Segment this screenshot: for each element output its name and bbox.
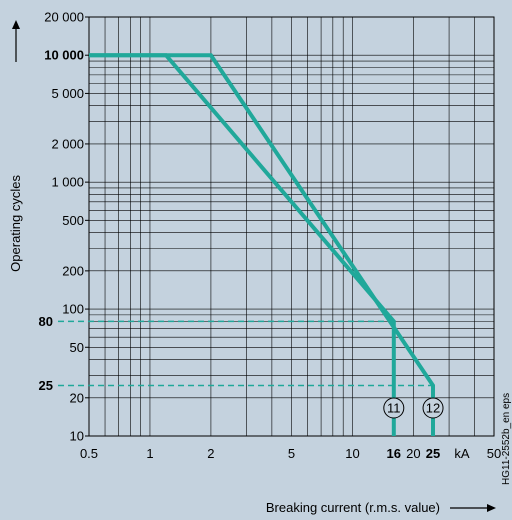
y-tick-label: 5 000: [51, 86, 84, 101]
y-tick-label: 2 000: [51, 136, 84, 151]
y-tick-label: 500: [62, 213, 84, 228]
series-label-circle-12: [422, 397, 444, 419]
x-tick-label: 10: [345, 446, 359, 461]
plot-frame: [88, 16, 495, 437]
x-tick-label: 2: [207, 446, 214, 461]
y-tick-label: 20: [70, 390, 84, 405]
x-tick-label: 20: [406, 446, 420, 461]
y-tick-label: 25: [39, 378, 53, 393]
series-label-12: 12: [426, 401, 440, 416]
credit-label: HG11-2552b_en eps: [501, 393, 512, 485]
y-axis-title: Operating cycles: [8, 175, 23, 272]
reference-lines: [58, 320, 434, 387]
x-tick-label: 16: [387, 446, 401, 461]
y-tick-label: 10: [70, 429, 84, 444]
x-tick-label: 1: [146, 446, 153, 461]
x-axis-arrow: [450, 504, 496, 512]
y-tick-label: 20 000: [44, 10, 84, 25]
x-unit-label: kA: [454, 446, 470, 461]
series-label-circle-11: [383, 397, 405, 419]
y-axis-arrow: [12, 20, 20, 62]
y-tick-label: 1 000: [51, 175, 84, 190]
series-label-11: 11: [387, 401, 401, 416]
grid: [89, 17, 494, 436]
y-tick-label: 50: [70, 340, 84, 355]
x-axis-title: Breaking current (r.m.s. value): [266, 500, 440, 515]
x-tick-label: 50: [487, 446, 501, 461]
y-tick-label: 80: [39, 314, 53, 329]
x-tick-label: 0.5: [80, 446, 98, 461]
y-tick-label: 200: [62, 263, 84, 278]
x-tick-label: 5: [288, 446, 295, 461]
curve-labels: 11 12: [383, 397, 444, 419]
x-tick-label: 25: [426, 446, 440, 461]
series-line-11: [89, 53, 396, 436]
y-tick-label: 10 000: [44, 48, 84, 63]
y-tick-label: 100: [62, 302, 84, 317]
